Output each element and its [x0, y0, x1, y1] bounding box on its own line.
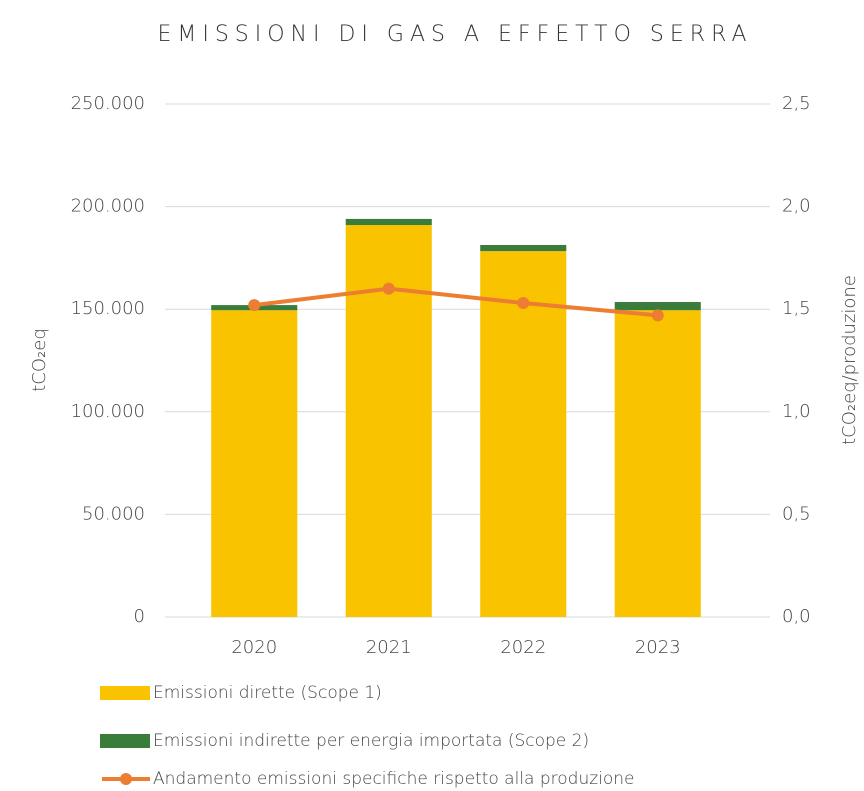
legend-swatch — [100, 686, 150, 700]
legend-swatch — [100, 734, 150, 748]
y2-tick-label: 2,0 — [782, 196, 811, 217]
y2-tick-label: 2,5 — [782, 93, 811, 114]
y2-tick-label: 1,0 — [782, 401, 811, 422]
y2-tick-label: 0,0 — [782, 606, 811, 627]
legend-label: Emissioni indirette per energia importat… — [153, 731, 589, 751]
y-axis-label: tCO₂eq — [29, 328, 50, 392]
y2-tick-label: 0,5 — [782, 503, 811, 524]
bar-segment — [614, 302, 701, 311]
line-marker — [382, 282, 395, 295]
legend-swatch — [120, 773, 132, 785]
y-tick-label: 100.000 — [71, 401, 145, 422]
y-tick-label: 150.000 — [71, 298, 145, 319]
bar-segment — [345, 218, 432, 226]
x-tick-label: 2023 — [635, 637, 681, 658]
legend-label: Andamento emissioni specifiche rispetto … — [153, 769, 635, 789]
bar-segment — [614, 310, 701, 617]
y2-tick-label: 1,5 — [782, 298, 811, 319]
line-marker — [651, 309, 664, 322]
line-marker — [517, 297, 530, 310]
x-tick-label: 2020 — [231, 637, 277, 658]
line-marker — [248, 299, 261, 312]
legend-label: Emissioni dirette (Scope 1) — [153, 683, 382, 703]
y-tick-label: 50.000 — [82, 503, 145, 524]
bar-segment — [211, 310, 298, 617]
x-tick-label: 2022 — [500, 637, 546, 658]
y-tick-label: 250.000 — [71, 93, 145, 114]
y-tick-label: 200.000 — [71, 196, 145, 217]
bar-segment — [480, 244, 567, 252]
chart-title: EMISSIONI DI GAS A EFFETTO SERRA — [157, 22, 752, 47]
y2-axis-label: tCO₂eq/produzione — [839, 275, 860, 445]
x-tick-label: 2021 — [366, 637, 412, 658]
bar-segment — [480, 251, 567, 617]
line — [254, 286, 658, 318]
y-tick-label: 0 — [134, 606, 145, 627]
